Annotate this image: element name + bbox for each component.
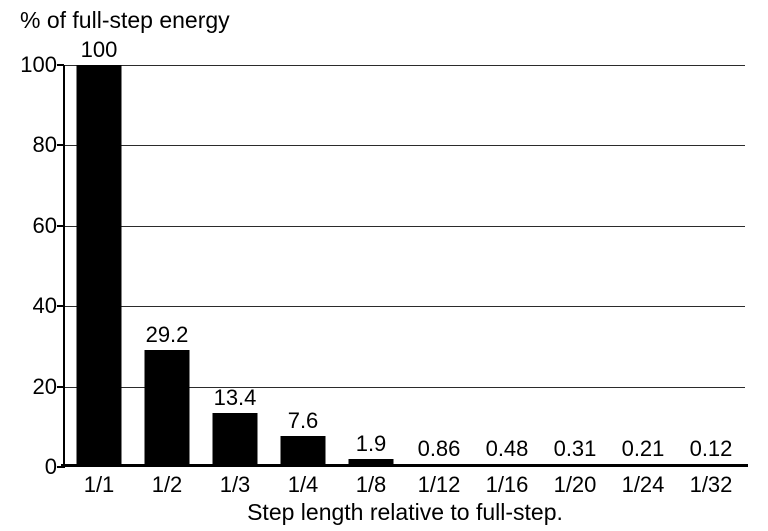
y-axis-line bbox=[63, 65, 65, 468]
y-tick-label: 100 bbox=[20, 52, 57, 77]
x-axis-title: Step length relative to full-step. bbox=[247, 499, 563, 525]
chart-title: % of full-step energy bbox=[20, 7, 230, 33]
bar-slot: 100 bbox=[65, 38, 133, 467]
bar-value-label: 13.4 bbox=[213, 385, 257, 411]
x-tick-label: 1/8 bbox=[355, 472, 387, 497]
gridline bbox=[65, 145, 745, 147]
bar bbox=[348, 459, 394, 467]
gridline bbox=[65, 306, 745, 308]
y-tick-label: 80 bbox=[32, 132, 57, 158]
bar-value-label: 29.2 bbox=[145, 321, 189, 347]
gridline bbox=[65, 65, 745, 66]
y-tick-mark bbox=[57, 385, 64, 388]
bar-value-label: 0.86 bbox=[417, 435, 461, 461]
bar bbox=[76, 65, 122, 467]
bar-value-label: 100 bbox=[80, 37, 118, 62]
x-tick-label: 1/24 bbox=[621, 472, 665, 497]
y-tick-mark bbox=[57, 144, 64, 147]
bar-slot: 1.9 bbox=[337, 65, 405, 467]
y-tick-mark bbox=[57, 305, 64, 308]
bars-row: 100 29.2 13.4 7.6 1.9 0.86 0.48 0.31 0.21 0.12 bbox=[65, 38, 745, 467]
plot-area: 100 29.2 13.4 7.6 1.9 0.86 0.48 0.31 0.21 0.12 bbox=[65, 38, 745, 467]
x-tick-label: 1/3 bbox=[219, 472, 251, 497]
y-tick-mark bbox=[57, 224, 64, 227]
y-tick-mark bbox=[57, 466, 64, 468]
bar-value-label: 0.31 bbox=[553, 436, 597, 461]
x-tick-label: 1/20 bbox=[553, 472, 597, 497]
bar-value-label: 0.48 bbox=[485, 436, 529, 461]
bar-value-label: 0.21 bbox=[621, 436, 665, 461]
bar bbox=[280, 436, 326, 467]
x-axis-tick-labels: 1/1 1/2 1/3 1/4 1/8 1/12 1/16 1/20 1/24 1/32 bbox=[65, 472, 745, 498]
y-tick-mark bbox=[57, 64, 64, 66]
x-axis-line bbox=[61, 464, 748, 467]
y-tick-label: 40 bbox=[32, 293, 57, 319]
bar-slot: 7.6 bbox=[269, 65, 337, 467]
bar-slot: 29.2 bbox=[133, 65, 201, 467]
bar-value-label: 7.6 bbox=[287, 408, 319, 434]
gridline bbox=[65, 225, 745, 227]
bar-slot: 0.12 bbox=[677, 65, 745, 467]
bar-value-label: 1.9 bbox=[355, 431, 387, 457]
bar-slot: 0.48 bbox=[473, 65, 541, 467]
y-tick-label: 0 bbox=[44, 454, 57, 479]
y-tick-label: 20 bbox=[32, 373, 57, 399]
bar-value-label: 0.12 bbox=[689, 436, 733, 461]
x-tick-label: 1/1 bbox=[83, 472, 115, 497]
bar bbox=[144, 349, 190, 467]
gridline bbox=[65, 386, 745, 388]
bar-slot: 0.21 bbox=[609, 65, 677, 467]
x-tick-label: 1/2 bbox=[151, 472, 183, 497]
bar-slot: 0.86 bbox=[405, 65, 473, 467]
x-tick-label: 1/4 bbox=[287, 472, 319, 497]
y-tick-label: 60 bbox=[32, 212, 57, 238]
x-tick-label: 1/12 bbox=[417, 472, 461, 497]
bar-slot: 13.4 bbox=[201, 65, 269, 467]
bar bbox=[212, 413, 258, 467]
bar-slot: 0.31 bbox=[541, 65, 609, 467]
x-tick-label: 1/16 bbox=[485, 472, 529, 497]
x-tick-label: 1/32 bbox=[689, 472, 733, 497]
